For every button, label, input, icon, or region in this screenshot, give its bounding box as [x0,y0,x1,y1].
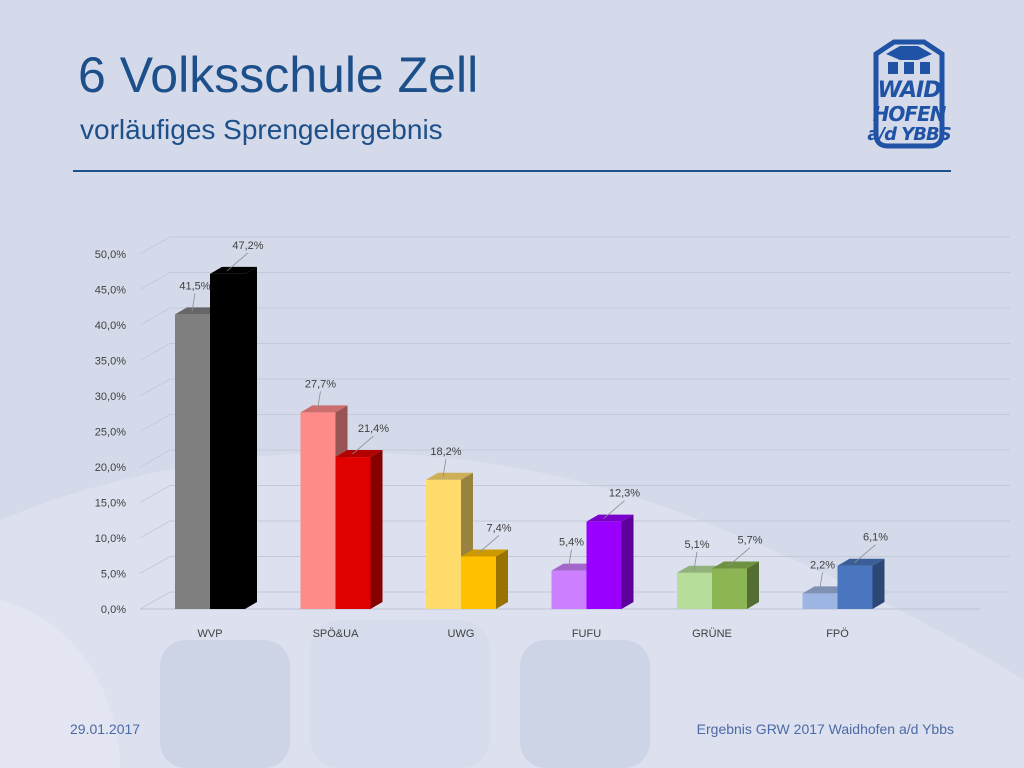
logo-emblem-icon [873,39,945,149]
bar-top [461,549,508,557]
data-label-leader [477,535,500,554]
bar-front [175,314,210,609]
title-divider [73,170,951,172]
bar-side [621,514,634,609]
data-label-leader [603,500,625,519]
gridline-side [139,520,171,539]
data-label-leader [854,544,876,563]
x-tick-label: GRÜNE [692,628,732,640]
data-label-leader [568,549,572,568]
gridline-side [139,556,171,574]
gridline-side [139,272,171,290]
y-tick-label: 10,0% [95,533,126,545]
y-tick-label: 20,0% [95,462,126,474]
data-label: 21,4% [358,423,389,435]
slide-subtitle: vorläufiges Sprengelergebnis [80,114,443,145]
gridline-side [139,307,171,326]
data-label: 27,7% [305,378,336,390]
x-tick-label: UWG [448,628,475,640]
y-tick-label: 50,0% [95,249,126,261]
gridline-side [139,591,171,610]
bar-top [712,561,759,569]
footer-source: Ergebnis GRW 2017 Waidhofen a/d Ybbs [696,721,954,737]
x-tick-label: SPÖ&UA [313,628,360,640]
bar-front [837,565,873,609]
y-tick-label: 40,0% [95,320,126,332]
bar-side [370,450,383,609]
bar-front [712,568,747,609]
bar-front [586,521,622,609]
gridline-side [139,236,171,255]
data-label: 2,2% [810,559,835,571]
y-tick-label: 15,0% [95,498,126,510]
y-tick-label: 35,0% [95,356,126,368]
x-tick-label: FUFU [572,628,601,640]
data-label: 12,3% [609,488,640,500]
data-label: 18,2% [430,446,461,458]
bar-top [210,266,257,274]
footer-date: 29.01.2017 [70,721,141,737]
bar-front [551,570,587,609]
data-label-leader [442,458,447,477]
city-logo: WAID HOFEN a/d YBBS [866,38,952,150]
gridline-side [139,485,171,503]
data-label: 7,4% [486,522,511,534]
logo-text-line1: WAID [877,78,942,103]
data-label: 41,5% [179,280,210,292]
gridline-side [139,414,171,432]
bar-front [461,556,496,609]
data-label-leader [819,572,823,591]
bar-side [496,549,508,609]
bar-front [802,593,838,609]
data-label-leader [728,547,751,566]
data-label-leader [352,435,374,455]
bar-top [426,472,473,480]
gridline-side [139,449,171,468]
data-label-leader [317,391,321,410]
data-label-leader [693,551,698,570]
logo-text-line3: a/d YBBS [867,124,951,145]
x-tick-label: WVP [197,628,222,640]
data-label: 5,4% [559,537,584,549]
data-label-leader [226,252,249,272]
bar-top [837,558,885,566]
bar-top [300,405,348,413]
bar-front [210,273,245,609]
bar-front [677,572,712,609]
data-label-leader [191,293,196,312]
y-tick-label: 5,0% [101,569,126,581]
x-tick-label: FPÖ [826,628,849,640]
data-label: 6,1% [863,532,888,544]
slide-title: 6 Volksschule Zell [78,47,479,103]
y-tick-label: 25,0% [95,427,126,439]
bar-side [747,561,759,609]
data-label: 5,7% [737,535,762,547]
y-tick-label: 45,0% [95,285,126,297]
bar-side [245,266,257,609]
y-tick-label: 30,0% [95,391,126,403]
gridline-side [139,378,171,397]
data-label: 47,2% [232,240,263,252]
bar-top [335,450,383,458]
bar-front [426,479,461,609]
bar-side [872,558,885,609]
data-label: 5,1% [684,539,709,551]
logo-text-line2: HOFEN [872,102,947,126]
bar-front [335,457,371,609]
gridline-side [139,343,171,361]
bar-front [300,412,336,609]
y-tick-label: 0,0% [101,604,126,616]
bar-top [586,514,634,522]
